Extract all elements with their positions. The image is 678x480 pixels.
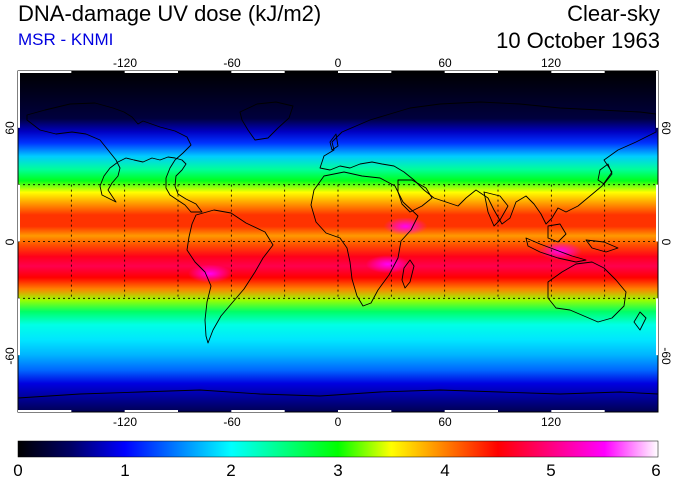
lat-label-left: 0 [3, 238, 17, 245]
uv-hotspot-east-africa [383, 217, 428, 236]
map-plot-area [18, 71, 658, 412]
coastline-uk [329, 133, 339, 151]
graticule [18, 184, 658, 299]
lon-label-bottom: 120 [541, 415, 561, 429]
lon-label-top: -120 [113, 56, 137, 70]
colorbar-tick-label: 2 [226, 461, 235, 480]
lat-label-right: 60 [659, 121, 673, 135]
colorbar-tick-label: 5 [546, 461, 555, 480]
longitude-labels-bottom: -120 -60 0 60 120 [113, 415, 561, 429]
coastline-arabia [397, 179, 433, 213]
lat-label-right: 0 [659, 239, 673, 246]
lat-label-right: -60 [659, 347, 673, 365]
colorbar-tick-label: 0 [13, 461, 22, 480]
colorbar-strip [17, 440, 659, 458]
colorbar-tick-label: 1 [120, 461, 129, 480]
coastline-new-zealand [633, 311, 647, 331]
longitude-labels-top: -120 -60 0 60 120 [113, 56, 561, 70]
coastline-eurasia [319, 101, 657, 225]
coastline-indonesia [525, 237, 587, 263]
lon-label-top: -60 [223, 56, 241, 70]
lon-label-bottom: -120 [113, 415, 137, 429]
coastline-greenland [239, 101, 294, 141]
data-source-label: MSR - KNMI [18, 30, 114, 49]
coastline-south-america [186, 209, 274, 344]
coastline-antarctica [18, 389, 658, 399]
latitude-labels-left: 60 0 -60 [3, 121, 17, 365]
lon-label-top: 120 [541, 56, 561, 70]
lat-label-left: -60 [3, 347, 17, 365]
coastlines [18, 101, 658, 399]
sky-condition-label: Clear-sky [567, 1, 660, 26]
coastline-australia [547, 261, 627, 323]
uv-hotspot-andes [188, 264, 232, 283]
lon-label-bottom: -60 [223, 415, 241, 429]
colorbar: 0 1 2 3 4 5 6 [13, 440, 661, 480]
map-title: DNA-damage UV dose (kJ/m2) [18, 1, 322, 26]
colorbar-tick-label: 6 [651, 461, 660, 480]
coastline-japan [597, 163, 613, 185]
uv-hotspot-southern-africa [365, 255, 410, 274]
coastline-africa [310, 171, 419, 307]
coastline-new-guinea [585, 239, 619, 253]
colorbar-tick-label: 4 [440, 461, 449, 480]
frame-tick-marks [18, 71, 658, 412]
lon-label-top: 60 [438, 56, 452, 70]
coastline-north-america [26, 102, 203, 213]
coastline-borneo [547, 223, 567, 243]
colorbar-tick-label: 3 [333, 461, 342, 480]
lon-label-bottom: 0 [335, 415, 342, 429]
date-label: 10 October 1963 [496, 28, 660, 53]
lat-label-left: 60 [3, 121, 17, 135]
latitude-labels-right: 60 0 -60 [659, 121, 673, 365]
lon-label-top: 0 [335, 56, 342, 70]
coastline-india [483, 191, 509, 227]
lon-label-bottom: 60 [438, 415, 452, 429]
coastline-madagascar [401, 259, 415, 289]
